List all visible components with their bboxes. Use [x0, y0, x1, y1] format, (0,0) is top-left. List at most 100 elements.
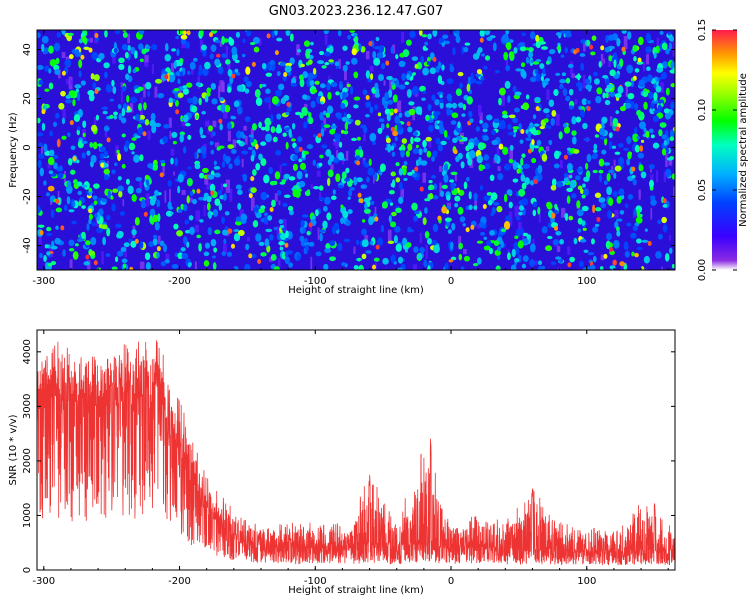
spectrogram-cell: [422, 139, 427, 148]
spectrogram-cell: [569, 171, 573, 177]
spectrogram-cell: [335, 91, 340, 96]
spectrogram-cell: [168, 117, 172, 128]
spectrogram-cell: [390, 145, 395, 151]
spectrogram-cell: [37, 205, 41, 214]
spectrogram-cell: [537, 164, 543, 174]
spectrogram-cell: [527, 148, 532, 154]
spectrogram-cell: [330, 164, 334, 170]
spectrogram-cell: [143, 60, 148, 67]
spectrogram-cell: [235, 220, 242, 226]
spectrogram-cell: [458, 236, 462, 250]
spectrogram-cell: [498, 143, 504, 150]
spectrogram-cell: [43, 47, 49, 55]
spectrogram-cell: [389, 202, 394, 206]
spectrogram-cell: [636, 109, 642, 117]
spectrogram-cell: [227, 69, 233, 77]
spectrogram-cell: [350, 85, 354, 95]
spectrogram-cell: [434, 99, 440, 106]
spectrogram-cell: [542, 67, 546, 75]
spectrogram-cell: [305, 173, 309, 178]
spectrogram-cell: [436, 91, 444, 96]
spectrogram-cell: [386, 113, 391, 122]
spectrogram-cell: [180, 247, 186, 252]
spectrogram-cell: [634, 103, 639, 111]
spectrogram-cell: [270, 253, 277, 261]
spectrogram-cell: [473, 192, 478, 202]
spectrogram-cell: [580, 188, 584, 194]
spectrogram-cell: [637, 152, 645, 159]
spectrogram-cell: [571, 193, 577, 199]
spectrogram-cell: [260, 141, 267, 146]
spectrogram-cell: [271, 30, 275, 38]
spectrogram-cell: [428, 184, 435, 191]
spectrogram-cell: [583, 249, 589, 254]
spectrogram-cell: [507, 123, 512, 131]
spectrogram-cell: [105, 83, 112, 93]
colorbar-ticks: 0.000.050.100.15: [697, 19, 737, 281]
spectrogram-cell: [658, 76, 662, 81]
spectrogram-cell: [313, 134, 317, 138]
spectrogram-cell: [82, 132, 86, 137]
spectrogram-cell: [607, 210, 613, 219]
spectrogram-cell: [494, 70, 500, 74]
spectrogram-cell: [419, 232, 422, 244]
spectrogram-cell: [626, 136, 632, 145]
spectrogram-cell: [292, 188, 298, 198]
spectrogram-cell: [294, 146, 300, 154]
spectrogram-cell: [177, 78, 181, 85]
spectrogram-cell: [207, 211, 212, 218]
spectrogram-cell: [594, 192, 602, 199]
spectrogram-cell: [285, 230, 289, 239]
spectrogram-cell: [518, 205, 525, 211]
spectrogram-cell: [273, 226, 278, 231]
spectrogram-cell: [176, 230, 184, 237]
snr-series: [37, 340, 675, 566]
spectrogram-cell: [274, 171, 281, 180]
snr-y-axis-label: SNR (10 * v/v): [8, 414, 19, 485]
spectrogram-cell: [177, 185, 181, 194]
spectrogram-cell: [147, 130, 151, 140]
spectrogram-cell: [398, 84, 406, 90]
spectrogram-cell: [361, 219, 366, 223]
spectrogram-cell: [639, 213, 643, 218]
spectrogram-cell: [344, 178, 351, 182]
colorbar: 0.000.050.100.15 Normalized spectral amp…: [697, 19, 749, 281]
spectrogram-cell: [214, 172, 221, 178]
spectrogram-cell: [214, 142, 220, 148]
spectrogram-cell: [452, 47, 456, 56]
spectrogram-cell: [251, 123, 257, 131]
spectrogram-cell: [58, 102, 65, 110]
spectrogram-cell: [276, 189, 282, 196]
spectrogram-cell: [633, 55, 637, 62]
spectrogram-cell: [521, 198, 529, 206]
spectrogram-cell: [450, 120, 457, 125]
spectrogram-cell: [416, 90, 419, 97]
spectrogram-cell: [285, 111, 290, 115]
x-tick-label: -300: [32, 576, 55, 587]
spectrogram-cell: [75, 243, 79, 247]
spectrogram-cell: [231, 46, 238, 56]
spectrogram-cell: [479, 37, 484, 43]
spectrogram-cell: [627, 31, 632, 40]
spectrogram-cell: [368, 158, 372, 166]
spectrogram-cell: [118, 57, 125, 64]
spectrogram-cell: [582, 183, 586, 188]
x-tick-label: 0: [448, 276, 454, 287]
spectrogram-cell: [550, 184, 557, 191]
spectrogram-cell: [101, 198, 108, 203]
spectrogram-cell: [258, 153, 263, 161]
spectrogram-cell: [529, 180, 535, 186]
spectrogram-cell: [466, 176, 470, 182]
spectrogram-cell: [47, 185, 55, 192]
spectrogram-cell: [626, 222, 632, 227]
spectrogram-cell: [290, 82, 297, 87]
spectrogram-cell: [221, 53, 227, 59]
spectrogram-cell: [545, 114, 550, 118]
spectrogram-cell: [425, 136, 432, 142]
spectrogram-cell: [127, 48, 131, 58]
spectrogram-cell: [441, 64, 445, 71]
spectrogram-cell: [458, 102, 464, 108]
spectrogram-cell: [323, 263, 329, 270]
spectrogram-cell: [159, 172, 164, 178]
spectrogram-cell: [592, 149, 598, 153]
